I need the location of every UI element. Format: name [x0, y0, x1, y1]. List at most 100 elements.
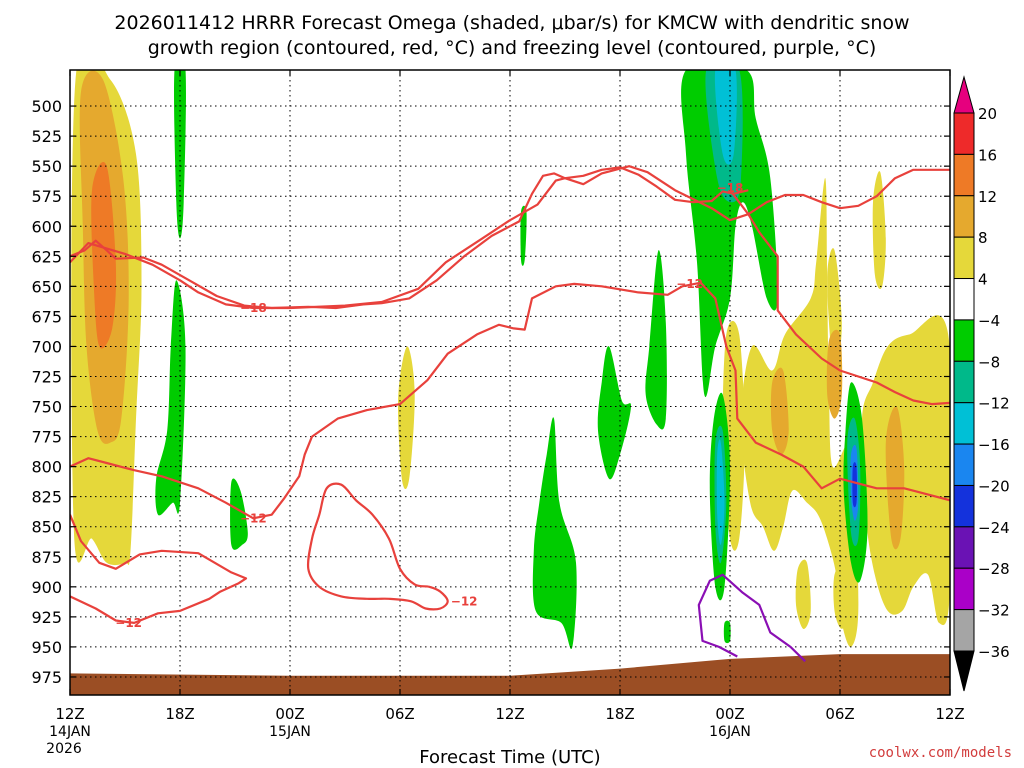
chart-title-line-1: 2026011412 HRRR Forecast Omega (shaded, …	[114, 12, 909, 34]
contour-layer: −18−18−12−12−12−12	[70, 165, 950, 663]
x-axis-label: Forecast Time (UTC)	[419, 747, 600, 768]
colorbar-bin-9	[953, 484, 975, 528]
colorbar-bin-10	[953, 526, 975, 569]
colorbar-tick-label-13: −36	[978, 643, 1010, 661]
x-tick-label-3: 06Z	[385, 705, 414, 723]
omega-region-18	[861, 315, 950, 626]
dgz-contour-2	[729, 189, 950, 406]
omega-region-3	[174, 70, 186, 239]
y-tick-label-1: 525	[31, 127, 62, 146]
x-tick-label-7: 06Z	[825, 705, 854, 723]
colorbar-bin-0	[953, 112, 975, 155]
dgz-contour-0	[70, 165, 950, 310]
colorbar-tick-label-7: −12	[978, 395, 1010, 413]
omega-region-5	[230, 478, 248, 550]
colorbar-max-arrow	[953, 75, 975, 114]
colorbar-tick-label-10: −24	[978, 519, 1010, 537]
omega-region-2	[91, 162, 117, 349]
grid-layer	[70, 70, 950, 695]
omega-region-31	[852, 462, 857, 508]
dgz-contour-5	[306, 482, 449, 611]
dgz-contour-3	[70, 281, 950, 520]
y-tick-label-8: 700	[31, 337, 62, 356]
omega-shading-layer	[71, 70, 950, 650]
x-tick-date-6: 16JAN	[709, 724, 751, 740]
colorbar-tick-label-3: 8	[978, 229, 988, 247]
dgz-contour-4	[70, 514, 248, 624]
colorbar-min-arrow	[953, 650, 975, 692]
y-tick-label-5: 625	[31, 247, 62, 266]
y-tick-label-2: 550	[31, 157, 62, 176]
omega-region-6	[398, 346, 415, 490]
x-tick-label-0: 12Z	[55, 705, 84, 723]
colorbar-tick-label-6: −8	[978, 353, 1000, 371]
x-tick-label-4: 12Z	[495, 705, 524, 723]
x-tick-label-8: 12Z	[935, 705, 964, 723]
credit-text: coolwx.com/models	[869, 745, 1012, 761]
omega-region-21	[833, 560, 850, 629]
omega-region-22	[770, 367, 789, 455]
colorbar-bin-1	[953, 153, 975, 197]
omega-region-20	[795, 559, 811, 629]
y-tick-label-0: 500	[31, 97, 62, 116]
x-tick-label-1: 18Z	[165, 705, 194, 723]
omega-region-15	[740, 178, 859, 648]
colorbar-tick-label-4: 4	[978, 271, 988, 289]
omega-region-8	[532, 417, 577, 650]
y-tick-label-13: 825	[31, 488, 62, 507]
colorbar-tick-label-9: −20	[978, 477, 1010, 495]
y-tick-label-9: 725	[31, 367, 62, 386]
y-tick-label-4: 600	[31, 217, 62, 236]
x-tick-label-2: 00Z	[275, 705, 304, 723]
y-tick-label-11: 775	[31, 428, 62, 447]
colorbar: 20 16 12 8 4 −4 −8 −12 −16 −20 −24 −28 −32 −36	[953, 75, 1010, 692]
y-tick-label-10: 750	[31, 398, 62, 417]
omega-region-9	[597, 346, 632, 480]
x-tick-label-6: 00Z	[715, 705, 744, 723]
terrain-fill	[70, 654, 950, 695]
x-tick-date-2: 15JAN	[269, 724, 311, 740]
freezing-level-contour-0	[697, 573, 806, 663]
colorbar-bin-8	[953, 443, 975, 486]
colorbar-bin-7	[953, 402, 975, 445]
y-tick-label-19: 975	[31, 668, 62, 687]
dgz-contour-1	[70, 166, 749, 310]
omega-region-17	[872, 171, 886, 290]
omega-region-7	[520, 205, 527, 266]
terrain-layer	[70, 654, 950, 695]
y-tick-label-18: 950	[31, 638, 62, 657]
colorbar-tick-label-1: 16	[978, 146, 997, 164]
contour-label-5: −12	[451, 594, 478, 608]
colorbar-bin-4	[953, 278, 975, 321]
y-tick-label-17: 925	[31, 608, 62, 627]
contour-label-4: −12	[115, 616, 142, 630]
colorbar-bin-3	[953, 236, 975, 280]
colorbar-bin-5	[953, 319, 975, 362]
y-tick-label-14: 850	[31, 518, 62, 537]
colorbar-tick-label-2: 12	[978, 188, 997, 206]
y-tick-label-15: 875	[31, 548, 62, 567]
x-tick-label-5: 18Z	[605, 705, 634, 723]
y-axis: 500 525 550 575 600 625 650 675 700 725 750 775 800 8…	[31, 97, 950, 687]
y-tick-label-12: 800	[31, 458, 62, 477]
chart-title-line-2: growth region (contoured, red, °C) and f…	[148, 37, 877, 59]
omega-region-4	[155, 280, 186, 516]
colorbar-tick-label-12: −32	[978, 602, 1010, 620]
colorbar-tick-label-8: −16	[978, 436, 1010, 454]
omega-region-23	[826, 329, 843, 419]
contour-label-0: −18	[240, 301, 267, 315]
y-tick-label-6: 650	[31, 277, 62, 296]
colorbar-tick-label-0: 20	[978, 105, 997, 123]
omega-region-11	[681, 70, 778, 398]
y-tick-label-7: 675	[31, 307, 62, 326]
contour-label-3: −12	[240, 511, 267, 525]
colorbar-bin-2	[953, 195, 975, 238]
colorbar-tick-label-5: −4	[978, 312, 1000, 330]
colorbar-bin-6	[953, 360, 975, 404]
omega-region-13	[714, 70, 737, 165]
x-tick-date-0: 14JAN	[49, 724, 91, 740]
colorbar-bin-12	[953, 609, 975, 652]
colorbar-tick-label-11: −28	[978, 560, 1010, 578]
